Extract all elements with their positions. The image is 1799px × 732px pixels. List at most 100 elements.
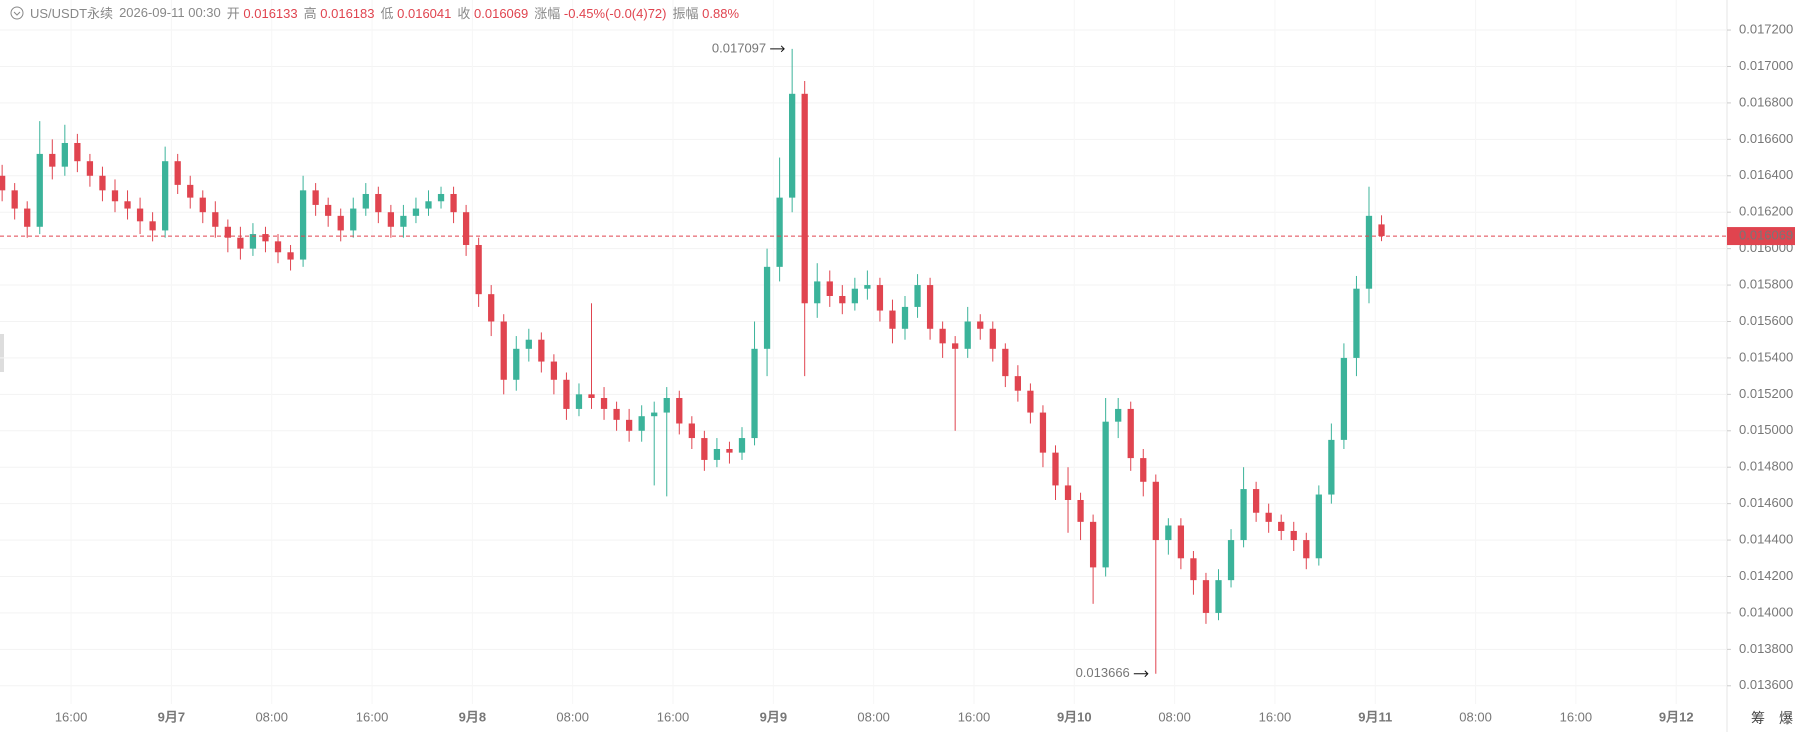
candle-body: [513, 348, 520, 380]
candle-body: [500, 321, 507, 380]
x-tick-label: 16:00: [55, 709, 88, 724]
candle-body: [99, 175, 106, 191]
change-value: -0.45%(-0.0(4)72): [563, 6, 667, 21]
x-tick-label: 16:00: [1259, 709, 1292, 724]
candle-body: [977, 321, 984, 329]
candle-body: [287, 252, 294, 260]
x-tick-label: 08:00: [1459, 709, 1492, 724]
candle-body: [1353, 288, 1360, 358]
candle-body: [801, 93, 808, 304]
candle-body: [889, 310, 896, 329]
candle-body: [111, 190, 119, 202]
candle-body: [437, 193, 445, 202]
candle-body: [1303, 540, 1310, 559]
toolbar: 筹 爆: [1751, 708, 1793, 728]
amplitude-value: 0.88%: [702, 6, 740, 21]
candle-body: [914, 285, 921, 307]
candle-body: [162, 161, 169, 231]
candle-body: [713, 448, 721, 460]
x-tick-label: 9月12: [1659, 709, 1694, 724]
candle-body: [49, 153, 56, 167]
candle-body: [676, 397, 683, 424]
y-tick-label: 0.017200: [1739, 21, 1793, 36]
candle-body: [475, 244, 482, 295]
candle-body: [1115, 408, 1122, 422]
low-label: 低: [380, 6, 394, 21]
candle-body: [726, 448, 733, 453]
candle-body: [187, 184, 194, 198]
candle-body: [1165, 525, 1172, 541]
candle-body: [462, 212, 470, 245]
candle-body: [1378, 224, 1385, 237]
candle-body: [199, 197, 206, 213]
candle-body: [663, 397, 670, 413]
candle-body: [1215, 580, 1222, 613]
candle-body: [149, 221, 156, 231]
candle-body: [1077, 499, 1084, 522]
candle-body: [412, 208, 420, 216]
y-tick-label: 0.016800: [1739, 94, 1793, 109]
candle-body: [864, 285, 871, 289]
candle-body: [563, 379, 570, 409]
candle-body: [701, 438, 708, 460]
candle-body: [876, 285, 884, 311]
candle-body: [312, 190, 319, 205]
candle-body: [1064, 485, 1072, 500]
candle-body: [1127, 408, 1134, 459]
candle-body: [224, 226, 231, 238]
candle-body: [751, 348, 758, 439]
tool-button[interactable]: 筹: [1751, 710, 1765, 726]
candle-body: [588, 394, 595, 398]
y-tick-label: 0.013600: [1739, 677, 1793, 692]
symbol: US/USDT永续: [30, 6, 114, 21]
x-tick-label: 16:00: [1560, 709, 1593, 724]
y-tick-label: 0.014600: [1739, 495, 1793, 510]
candle-body: [375, 193, 382, 213]
candle-body: [61, 142, 68, 167]
x-tick-label: 9月9: [760, 709, 787, 724]
candle-body: [350, 208, 357, 231]
y-tick-label: 0.015600: [1739, 313, 1793, 328]
candle-body: [1265, 512, 1272, 522]
collapse-icon[interactable]: [10, 6, 24, 20]
candle-body: [425, 201, 432, 209]
y-tick-label: 0.016200: [1739, 204, 1793, 219]
candle-body: [814, 281, 821, 304]
close-value: 0.016069: [474, 6, 529, 21]
candle-body: [299, 190, 307, 260]
candle-body: [36, 153, 43, 227]
candle-body: [839, 295, 846, 304]
candle-body: [1152, 481, 1159, 541]
x-tick-label: 9月10: [1057, 709, 1092, 724]
candle-body: [550, 361, 558, 380]
y-tick-label: 0.016400: [1739, 167, 1793, 182]
candle-body: [11, 190, 18, 209]
candle-body: [826, 281, 833, 296]
candle-body: [851, 288, 858, 304]
y-tick-label: 0.015200: [1739, 386, 1793, 401]
side-handle[interactable]: [0, 334, 4, 372]
y-tick-label: 0.014000: [1739, 604, 1793, 619]
x-tick-label: 16:00: [356, 709, 389, 724]
candle-body: [1202, 580, 1210, 613]
candle-body: [237, 237, 244, 249]
candle-body: [600, 397, 608, 409]
candle-body: [1340, 357, 1348, 440]
close-label: 收: [457, 6, 471, 21]
candle-body: [74, 142, 81, 162]
candle-body: [1177, 525, 1185, 559]
last-price-box: [1727, 227, 1795, 246]
candle-body: [1027, 390, 1034, 413]
candle-body: [625, 419, 633, 431]
candle-body: [1365, 215, 1373, 289]
tool-button[interactable]: 爆: [1779, 710, 1793, 726]
candle-body: [688, 423, 695, 439]
y-tick-label: 0.016600: [1739, 131, 1793, 146]
candle-body: [1227, 540, 1235, 581]
candle-body: [1102, 421, 1109, 568]
x-tick-label: 08:00: [857, 709, 890, 724]
candle-body: [575, 394, 583, 409]
low-value: 0.016041: [397, 6, 452, 21]
